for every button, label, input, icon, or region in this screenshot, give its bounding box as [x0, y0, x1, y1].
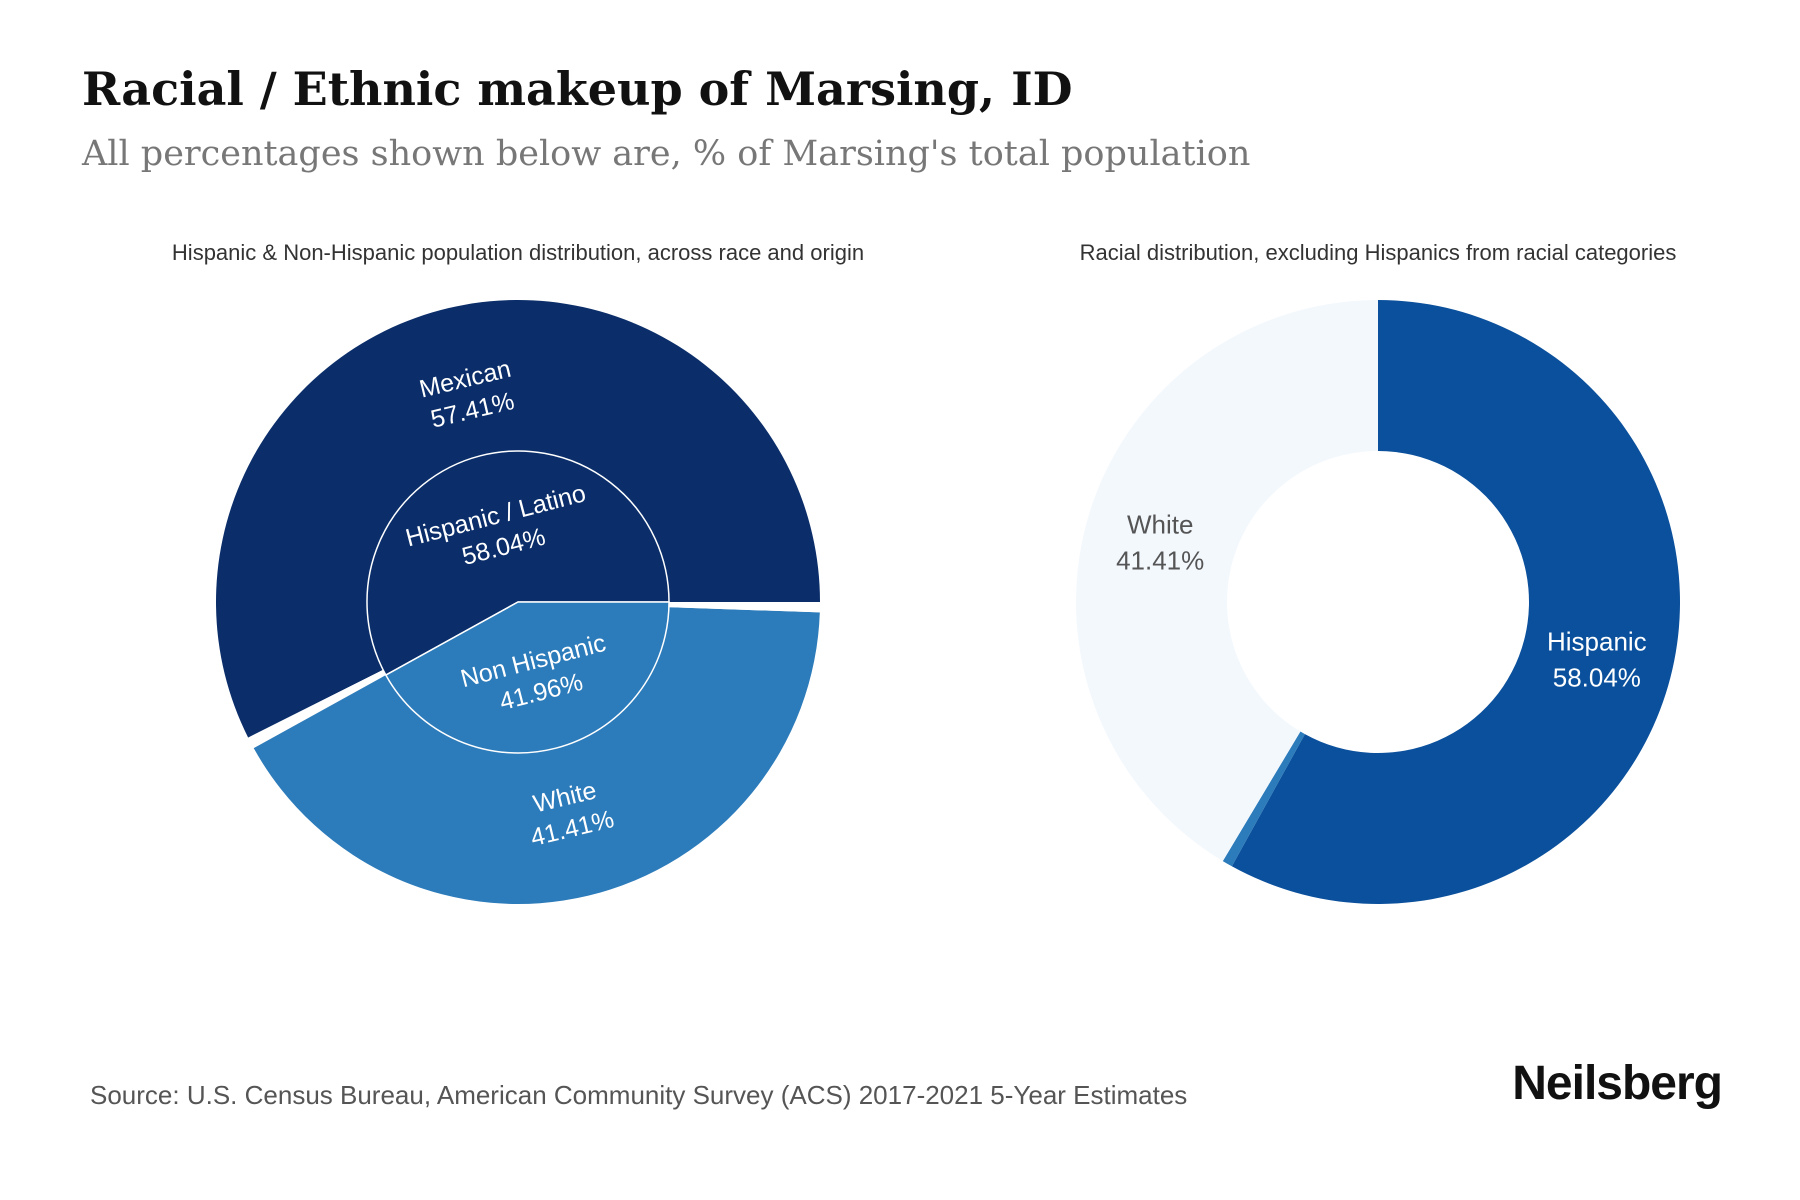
donut-slice-hispanic — [1231, 300, 1680, 904]
inner-slice-non-hispanic — [384, 601, 670, 754]
chart-2-donut: Hispanic 58.04% White 41.41% — [1075, 300, 1680, 904]
donut-value-hispanic: 58.04% — [1553, 662, 1641, 692]
donut-value-white: 41.41% — [1116, 546, 1204, 576]
donut-slice-white — [1075, 300, 1378, 862]
donut-label-white: White — [1127, 510, 1193, 540]
inner-slice-hispanic-latino — [366, 450, 670, 677]
brand-logo: Neilsberg — [1512, 1057, 1723, 1110]
chart-1-title: Hispanic & Non-Hispanic population distr… — [172, 240, 864, 265]
donut-label-hispanic: Hispanic — [1547, 626, 1647, 656]
page-subtitle: All percentages shown below are, % of Ma… — [82, 134, 1251, 174]
page-title: Racial / Ethnic makeup of Marsing, ID — [82, 62, 1073, 116]
chart-2-title: Racial distribution, excluding Hispanics… — [1080, 240, 1677, 265]
donut-slice-gap — [1222, 731, 1305, 867]
source-note: Source: U.S. Census Bureau, American Com… — [90, 1080, 1188, 1110]
